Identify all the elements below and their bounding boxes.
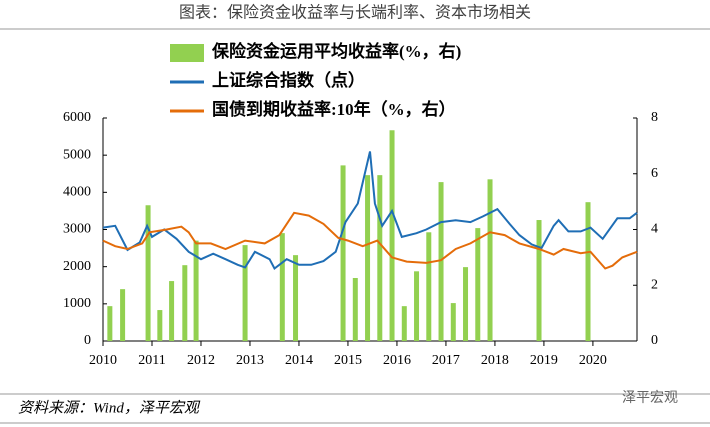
line (102, 151, 638, 271)
source: 资料来源：Wind，泽平宏观 (18, 399, 201, 416)
y2-tick-label: 0 (651, 333, 658, 348)
bar (157, 310, 163, 341)
x-tick-label: 2017 (432, 353, 460, 368)
x-tick-label: 2011 (138, 353, 165, 368)
bar (585, 202, 591, 341)
bar (242, 245, 248, 341)
bar (487, 179, 493, 341)
bar (450, 303, 456, 341)
watermark: 泽平宏观 (622, 390, 678, 406)
legend-swatch (170, 44, 204, 62)
bar (438, 182, 444, 341)
y2-tick-label: 8 (651, 110, 658, 125)
bar (536, 220, 542, 341)
bar (120, 289, 126, 341)
bar (352, 278, 358, 341)
y2-tick-label: 6 (651, 166, 658, 181)
bar (182, 265, 188, 341)
legend-label: 保险资金运用平均收益率(%，右) (211, 41, 461, 61)
bar (145, 205, 151, 341)
bar (365, 175, 371, 341)
bar (340, 165, 346, 341)
bar (426, 232, 432, 341)
bar (414, 271, 420, 341)
x-tick-label: 2015 (334, 353, 362, 368)
chart-title: 图表：保险资金收益率与长端利率、资本市场相关 (179, 4, 531, 22)
x-tick-label: 2012 (187, 353, 215, 368)
bar (293, 255, 299, 341)
y-tick-label: 6000 (63, 110, 91, 125)
x-tick-label: 2019 (530, 353, 558, 368)
y-tick-label: 5000 (63, 147, 91, 162)
bar (463, 267, 469, 341)
y2-tick-label: 4 (651, 222, 658, 237)
legend-label: 上证综合指数（点） (212, 70, 365, 90)
bar (401, 306, 407, 341)
bar (107, 306, 113, 341)
x-tick-label: 2013 (236, 353, 264, 368)
bar (193, 240, 199, 341)
bar (389, 130, 395, 341)
legend-label: 国债到期收益率:10年（%，右） (212, 99, 456, 119)
x-tick-label: 2014 (285, 353, 313, 368)
x-tick-label: 2018 (481, 353, 509, 368)
y-tick-label: 4000 (63, 185, 91, 200)
y2-tick-label: 2 (651, 277, 658, 292)
bar (169, 281, 175, 341)
bar (475, 228, 481, 341)
x-tick-label: 2020 (579, 353, 607, 368)
bar (377, 175, 383, 341)
line (102, 211, 638, 270)
x-tick-label: 2010 (89, 353, 117, 368)
y-tick-label: 2000 (63, 259, 91, 274)
x-tick-label: 2016 (383, 353, 411, 368)
bar (279, 233, 285, 341)
y-tick-label: 3000 (63, 222, 91, 237)
y-tick-label: 0 (84, 333, 91, 348)
y-tick-label: 1000 (63, 296, 91, 311)
